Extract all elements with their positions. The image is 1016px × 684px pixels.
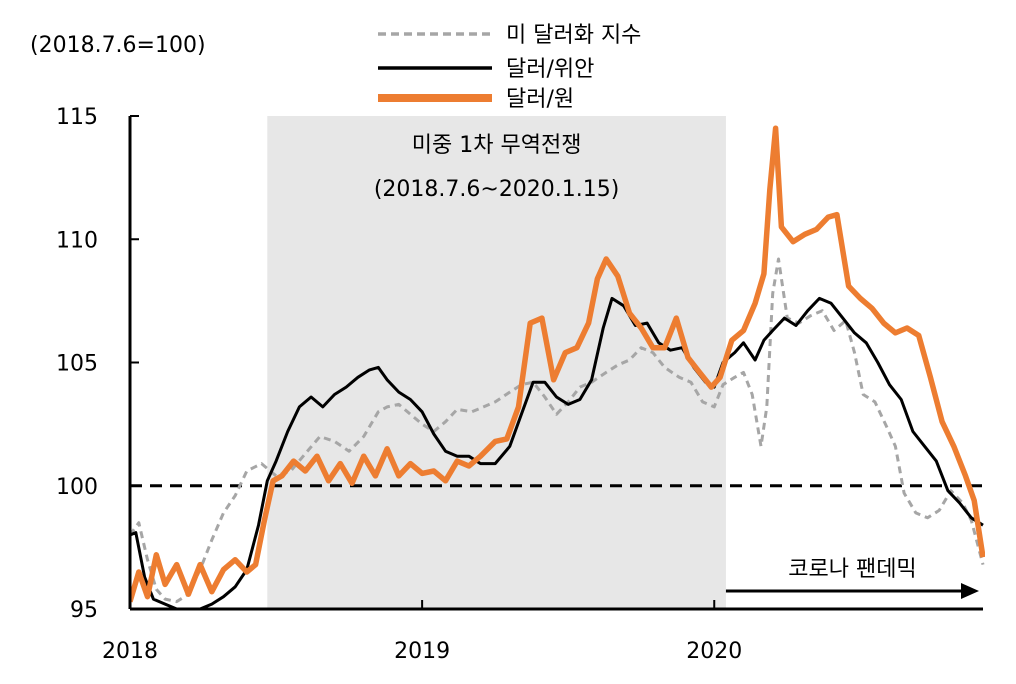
index-base-label: (2018.7.6=100) — [30, 33, 206, 58]
shaded-region-sublabel: (2018.7.6~2020.1.15) — [374, 177, 620, 202]
x-tick-label: 2020 — [686, 639, 742, 664]
pandemic-arrow-head — [961, 583, 979, 599]
series-line-usd-krw — [130, 125, 985, 603]
shaded-region-layer — [267, 116, 726, 609]
x-tick-label: 2019 — [394, 639, 450, 664]
x-tick-label: 2018 — [102, 639, 158, 664]
y-tick-label: 110 — [56, 228, 98, 253]
y-tick-label: 95 — [70, 598, 98, 623]
legend-label-usd-cny: 달러/위안 — [506, 57, 594, 82]
axis-layer: 95 100 105 110 115 2018 2019 2020 (2018.7.6=100) — [30, 33, 983, 664]
series-layer — [130, 125, 985, 609]
legend-label-us-dollar-index: 미 달러화 지수 — [506, 23, 641, 48]
y-tick-label: 115 — [56, 105, 98, 130]
shaded-region-label: 미중 1차 무역전쟁 — [412, 133, 582, 158]
series-line-us-dollar-index — [130, 257, 985, 604]
legend-label-usd-krw: 달러/원 — [506, 87, 574, 112]
series-line-usd-cny — [130, 296, 984, 609]
annotation-layer: 미중 1차 무역전쟁 (2018.7.6~2020.1.15) 코로나 팬데믹 — [374, 133, 979, 599]
y-tick-label: 100 — [56, 475, 98, 500]
trade-war-shaded-region — [267, 116, 726, 609]
pandemic-label: 코로나 팬데믹 — [788, 557, 916, 582]
y-tick-label: 105 — [56, 352, 98, 377]
